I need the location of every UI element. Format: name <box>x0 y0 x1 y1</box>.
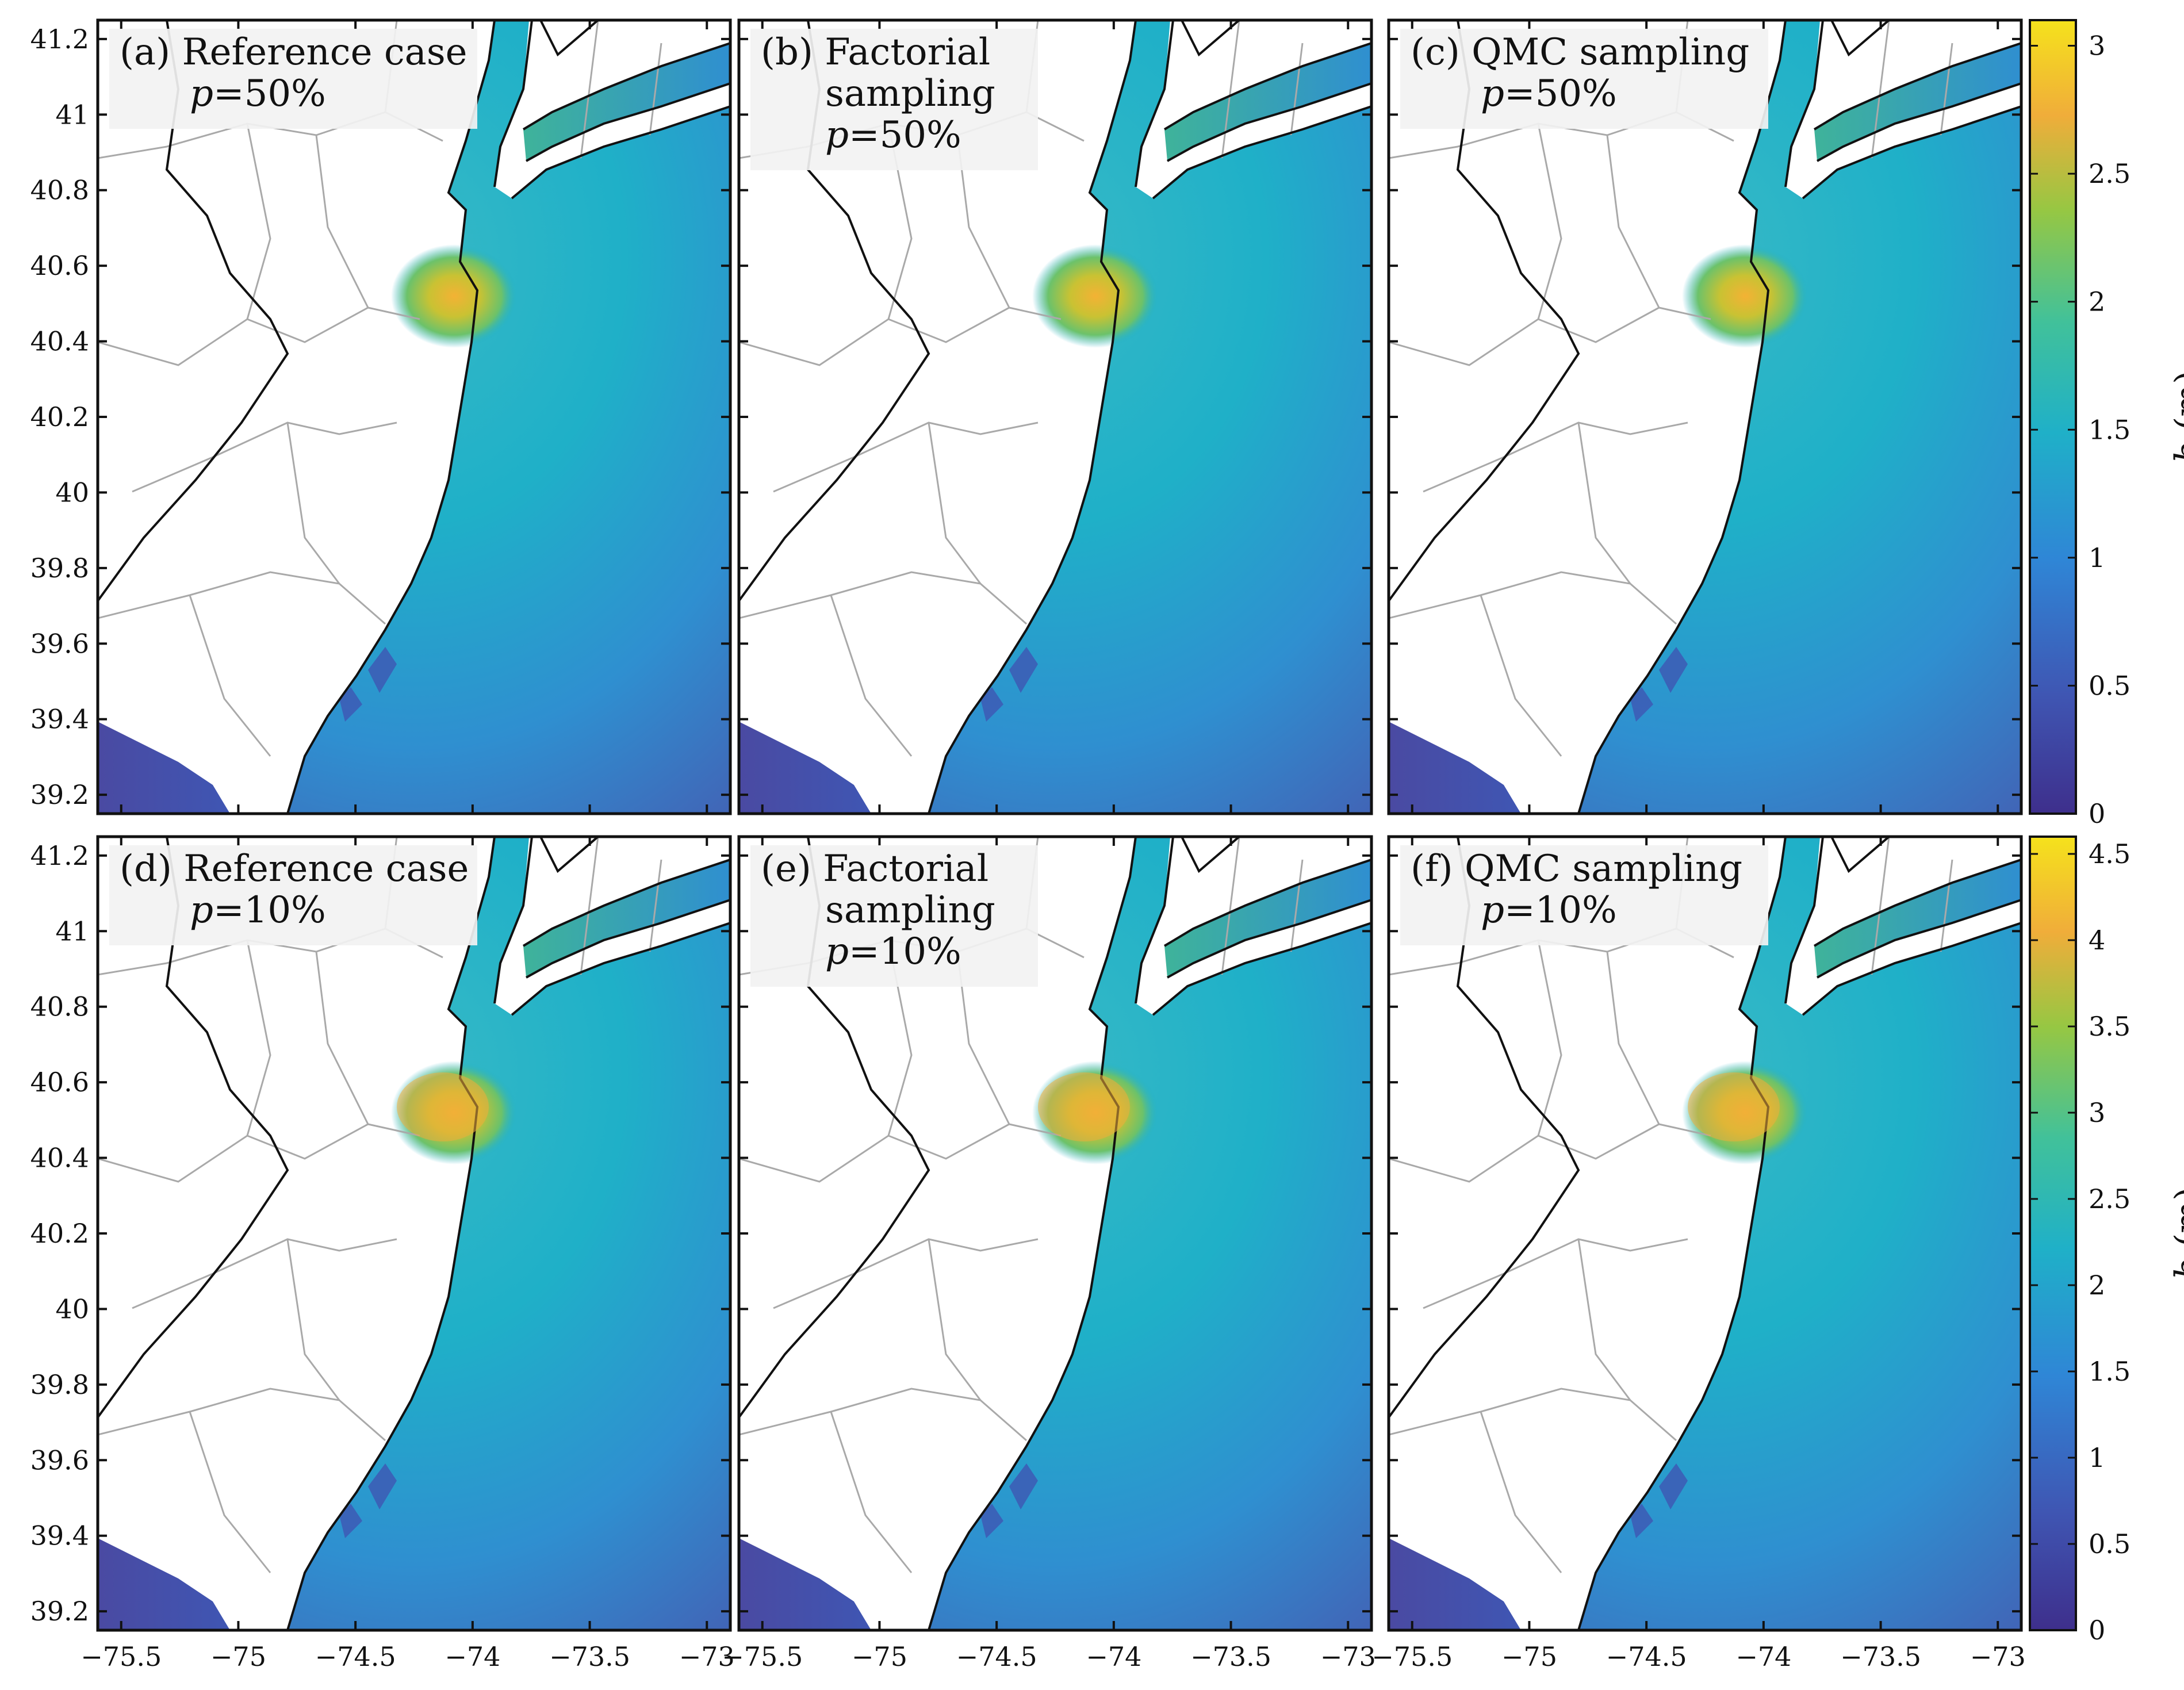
x-tick-label: −73.5 <box>549 1641 630 1672</box>
x-tick-label: −73 <box>1320 1641 1376 1672</box>
panel-label-line: p=50% <box>825 114 961 156</box>
y-tick-label: 40.6 <box>30 1067 89 1098</box>
colorbar-gradient <box>2029 19 2077 815</box>
y-tick-label: 41 <box>55 915 89 946</box>
panel-label-line: p=10% <box>825 930 961 973</box>
colorbar-tick-label: 2 <box>2089 286 2105 317</box>
colorbar-tick-label: 4 <box>2089 925 2105 956</box>
colorbar-tick-label: 0.5 <box>2089 1528 2131 1559</box>
y-tick-label: 40.6 <box>30 250 89 281</box>
panel-label-line: p=50% <box>190 72 326 115</box>
y-tick-label: 39.4 <box>30 704 89 735</box>
y-tick-label: 39.2 <box>30 1596 89 1627</box>
y-tick-label: 40.8 <box>30 991 89 1022</box>
colorbar-tick-label: 0.5 <box>2089 670 2131 701</box>
y-tick-label: 40.2 <box>30 1218 89 1249</box>
colorbar-gradient <box>2029 836 2077 1631</box>
y-tick-label: 40.2 <box>30 401 89 432</box>
y-tick-label: 39.2 <box>30 779 89 810</box>
colorbar-tick-label: 4.5 <box>2089 838 2131 869</box>
colorbar-tick-label: 1.5 <box>2089 1356 2131 1387</box>
y-tick-label: 39.6 <box>30 628 89 659</box>
panel-label-box <box>750 845 1038 987</box>
y-tick-label: 41.2 <box>30 840 89 871</box>
colorbar-top: 3 2.5 2 1.5 1 0.5 0 b (m) <box>2029 19 2184 829</box>
panel-label-line: (b) Factorial <box>761 31 990 74</box>
y-tick-label: 40.4 <box>30 326 89 357</box>
x-tick-label: −75 <box>1501 1641 1557 1672</box>
panel-label-box <box>109 29 477 129</box>
colorbar-title: b (m) <box>2168 1187 2184 1279</box>
colorbar-tick-label: 3 <box>2089 30 2105 62</box>
colorbar-tick-label: 1 <box>2089 542 2105 573</box>
panel-label-box <box>750 29 1038 170</box>
colorbar-tick-label: 1 <box>2089 1442 2105 1473</box>
y-tick-label: 39.8 <box>30 1369 89 1400</box>
panel-label-line: (c) QMC sampling <box>1411 31 1749 74</box>
y-tick-label: 40 <box>55 477 89 508</box>
x-tick-label: −75.5 <box>81 1641 162 1672</box>
panel-label-line: p=10% <box>190 889 326 932</box>
colorbar-title: b (m) <box>2168 370 2184 463</box>
x-tick-label: −74 <box>445 1641 500 1672</box>
colorbar-tick-label: 0 <box>2089 798 2105 829</box>
x-tick-label: −74 <box>1086 1641 1141 1672</box>
y-tick-label: 40.8 <box>30 175 89 206</box>
x-tick-label: −75.5 <box>722 1641 803 1672</box>
panel-label-line: (a) Reference case <box>120 31 468 74</box>
y-tick-label: 40 <box>55 1293 89 1324</box>
panel-label-box <box>1400 29 1768 129</box>
x-tick-label: −75 <box>852 1641 907 1672</box>
map-image <box>1389 837 2021 1630</box>
colorbar-tick-label: 1.5 <box>2089 414 2131 445</box>
y-tick-label: 41 <box>55 99 89 130</box>
map-image <box>98 837 730 1630</box>
colorbar-tick-label: 0 <box>2089 1615 2105 1646</box>
panel-label-line: (f) QMC sampling <box>1411 848 1742 890</box>
map-image <box>739 837 1371 1630</box>
x-tick-label: −75 <box>210 1641 266 1672</box>
map-image <box>1389 20 2021 814</box>
x-tick-label: −73 <box>679 1641 735 1672</box>
panel-label-line: (e) Factorial <box>761 848 988 890</box>
panel-label-box <box>109 845 477 945</box>
colorbar-tick-label: 2.5 <box>2089 158 2131 189</box>
colorbar-tick-label: 2 <box>2089 1270 2105 1301</box>
panel-label-line: sampling <box>825 889 995 932</box>
panel-label-line: p=50% <box>1481 72 1617 115</box>
x-tick-label: −73 <box>1970 1641 2026 1672</box>
y-tick-label: 39.4 <box>30 1520 89 1551</box>
panel-label-box <box>1400 845 1768 945</box>
colorbar-tick-label: 3 <box>2089 1097 2105 1128</box>
x-tick-label: −74.5 <box>1606 1641 1687 1672</box>
x-tick-label: −74.5 <box>956 1641 1037 1672</box>
panel-label-line: p=10% <box>1481 889 1617 932</box>
x-tick-label: −73.5 <box>1840 1641 1921 1672</box>
x-tick-label: −75.5 <box>1371 1641 1453 1672</box>
x-tick-label: −73.5 <box>1190 1641 1271 1672</box>
x-tick-label: −74.5 <box>315 1641 396 1672</box>
y-tick-label: 39.8 <box>30 553 89 584</box>
colorbar-tick-label: 3.5 <box>2089 1011 2131 1042</box>
y-tick-label: 39.6 <box>30 1444 89 1476</box>
y-tick-label: 41.2 <box>30 24 89 55</box>
y-tick-label: 40.4 <box>30 1143 89 1174</box>
panel-label-line: sampling <box>825 72 995 115</box>
x-tick-label: −74 <box>1735 1641 1791 1672</box>
map-image <box>98 20 730 814</box>
panel-label-line: (d) Reference case <box>120 848 469 890</box>
colorbar-bottom: 4.5 4 3.5 3 2.5 2 1.5 1 0.5 0 b (m) <box>2029 836 2184 1646</box>
colorbar-tick-label: 2.5 <box>2089 1183 2131 1214</box>
